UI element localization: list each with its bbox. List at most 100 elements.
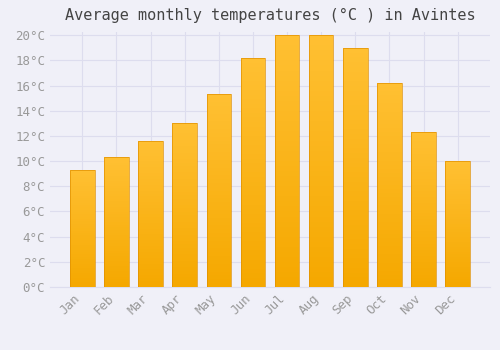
Bar [240, 81, 265, 85]
Bar [206, 118, 231, 121]
Bar [377, 218, 402, 222]
Bar [104, 204, 128, 206]
Bar [70, 205, 94, 208]
Bar [446, 259, 470, 262]
Bar [104, 276, 128, 279]
Bar [309, 222, 334, 226]
Bar [412, 244, 436, 247]
Bar [104, 178, 128, 181]
Bar [412, 166, 436, 169]
Bar [206, 256, 231, 260]
Bar [70, 266, 94, 268]
Bar [138, 185, 163, 188]
Bar [240, 282, 265, 287]
Bar [240, 127, 265, 131]
Bar [206, 94, 231, 98]
Bar [206, 152, 231, 156]
Bar [206, 210, 231, 214]
Bar [240, 223, 265, 228]
Bar [412, 240, 436, 244]
Bar [309, 131, 334, 136]
Bar [309, 121, 334, 126]
Bar [172, 228, 197, 231]
Bar [377, 153, 402, 156]
Bar [172, 225, 197, 228]
Bar [138, 234, 163, 237]
Bar [172, 202, 197, 205]
Bar [104, 253, 128, 256]
Bar [377, 148, 402, 153]
Bar [240, 177, 265, 182]
Bar [104, 243, 128, 245]
Bar [343, 120, 367, 124]
Bar [275, 91, 299, 96]
Bar [412, 185, 436, 188]
Bar [446, 270, 470, 272]
Bar [138, 261, 163, 264]
Bar [275, 171, 299, 176]
Bar [377, 156, 402, 161]
Bar [275, 121, 299, 126]
Bar [275, 191, 299, 196]
Bar [309, 252, 334, 257]
Bar [70, 231, 94, 233]
Bar [104, 202, 128, 204]
Bar [206, 245, 231, 248]
Bar [343, 129, 367, 134]
Bar [377, 132, 402, 136]
Bar [412, 234, 436, 237]
Bar [275, 46, 299, 50]
Bar [412, 268, 436, 272]
Bar [343, 196, 367, 201]
Bar [309, 61, 334, 65]
Bar [172, 218, 197, 222]
Bar [446, 239, 470, 242]
Bar [206, 160, 231, 164]
Bar [172, 189, 197, 192]
Bar [70, 179, 94, 182]
Bar [412, 225, 436, 228]
Bar [343, 100, 367, 105]
Bar [70, 264, 94, 266]
Bar [172, 258, 197, 261]
Bar [240, 250, 265, 255]
Bar [172, 271, 197, 274]
Bar [309, 106, 334, 111]
Bar [343, 182, 367, 187]
Bar [446, 184, 470, 186]
Bar [104, 209, 128, 212]
Bar [104, 259, 128, 261]
Bar [309, 161, 334, 166]
Bar [412, 154, 436, 157]
Bar [275, 166, 299, 171]
Bar [172, 261, 197, 264]
Bar [446, 181, 470, 184]
Bar [240, 159, 265, 163]
Bar [343, 81, 367, 86]
Bar [412, 250, 436, 253]
Bar [275, 242, 299, 247]
Bar [138, 284, 163, 287]
Bar [343, 110, 367, 115]
Bar [172, 124, 197, 127]
Bar [206, 156, 231, 160]
Bar [275, 206, 299, 211]
Bar [309, 101, 334, 106]
Bar [70, 226, 94, 229]
Bar [138, 246, 163, 249]
Bar [309, 65, 334, 70]
Bar [138, 196, 163, 200]
Bar [70, 210, 94, 212]
Bar [446, 285, 470, 287]
Bar [172, 166, 197, 169]
Bar [104, 194, 128, 196]
Bar [377, 242, 402, 246]
Bar [138, 223, 163, 226]
Bar [446, 189, 470, 191]
Bar [104, 272, 128, 274]
Bar [446, 179, 470, 181]
Bar [377, 173, 402, 177]
Bar [309, 46, 334, 50]
Bar [172, 153, 197, 156]
Bar [377, 214, 402, 218]
